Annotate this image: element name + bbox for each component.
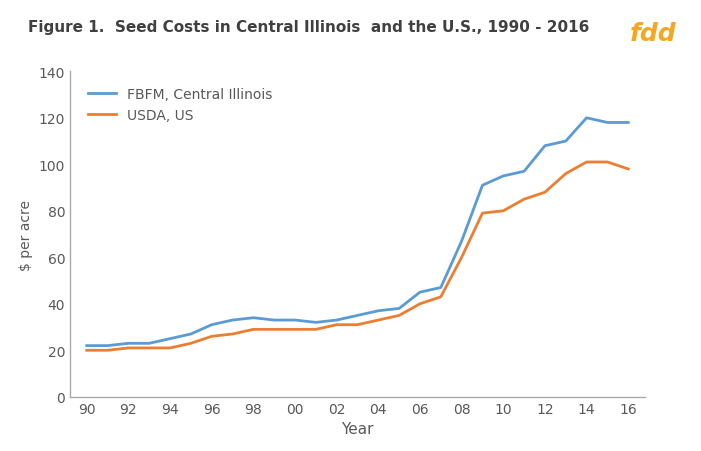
USDA, US: [291, 327, 299, 332]
USDA, US: [207, 334, 216, 339]
USDA, US: [332, 322, 341, 328]
Y-axis label: $ per acre: $ per acre: [20, 199, 34, 270]
USDA, US: [103, 348, 111, 353]
FBFM, Central Illinois: [103, 343, 111, 349]
FBFM, Central Illinois: [229, 318, 237, 323]
FBFM, Central Illinois: [270, 318, 278, 323]
FBFM, Central Illinois: [416, 290, 424, 295]
FBFM, Central Illinois: [458, 239, 466, 244]
USDA, US: [499, 209, 508, 214]
USDA, US: [624, 167, 632, 172]
FBFM, Central Illinois: [624, 120, 632, 126]
USDA, US: [186, 341, 195, 346]
USDA, US: [270, 327, 278, 332]
FBFM, Central Illinois: [562, 139, 570, 144]
FBFM, Central Illinois: [520, 169, 529, 175]
USDA, US: [583, 160, 591, 166]
FBFM, Central Illinois: [604, 120, 612, 126]
USDA, US: [478, 211, 486, 216]
FBFM, Central Illinois: [437, 285, 445, 290]
FBFM, Central Illinois: [478, 183, 486, 189]
FBFM, Central Illinois: [499, 174, 508, 179]
FBFM, Central Illinois: [207, 322, 216, 328]
USDA, US: [229, 331, 237, 337]
FBFM, Central Illinois: [395, 306, 403, 312]
USDA, US: [124, 345, 132, 351]
USDA, US: [562, 171, 570, 177]
USDA, US: [83, 348, 91, 353]
X-axis label: Year: Year: [341, 421, 374, 436]
USDA, US: [374, 318, 383, 323]
Text: Figure 1.  Seed Costs in Central Illinois  and the U.S., 1990 - 2016: Figure 1. Seed Costs in Central Illinois…: [28, 20, 589, 35]
USDA, US: [312, 327, 320, 332]
FBFM, Central Illinois: [353, 313, 362, 318]
USDA, US: [353, 322, 362, 328]
USDA, US: [458, 255, 466, 260]
FBFM, Central Illinois: [249, 315, 257, 321]
USDA, US: [540, 190, 549, 195]
FBFM, Central Illinois: [540, 144, 549, 149]
USDA, US: [166, 345, 175, 351]
FBFM, Central Illinois: [291, 318, 299, 323]
FBFM, Central Illinois: [186, 331, 195, 337]
USDA, US: [249, 327, 257, 332]
USDA, US: [416, 301, 424, 307]
USDA, US: [437, 295, 445, 300]
FBFM, Central Illinois: [332, 318, 341, 323]
FBFM, Central Illinois: [83, 343, 91, 349]
FBFM, Central Illinois: [374, 308, 383, 314]
Line: USDA, US: USDA, US: [87, 163, 628, 350]
USDA, US: [145, 345, 154, 351]
USDA, US: [520, 197, 529, 202]
Line: FBFM, Central Illinois: FBFM, Central Illinois: [87, 119, 628, 346]
FBFM, Central Illinois: [312, 320, 320, 325]
USDA, US: [395, 313, 403, 318]
FBFM, Central Illinois: [145, 341, 154, 346]
Legend: FBFM, Central Illinois, USDA, US: FBFM, Central Illinois, USDA, US: [83, 83, 278, 128]
Text: fdd: fdd: [630, 22, 676, 46]
USDA, US: [604, 160, 612, 166]
FBFM, Central Illinois: [124, 341, 132, 346]
FBFM, Central Illinois: [166, 336, 175, 341]
FBFM, Central Illinois: [583, 116, 591, 121]
